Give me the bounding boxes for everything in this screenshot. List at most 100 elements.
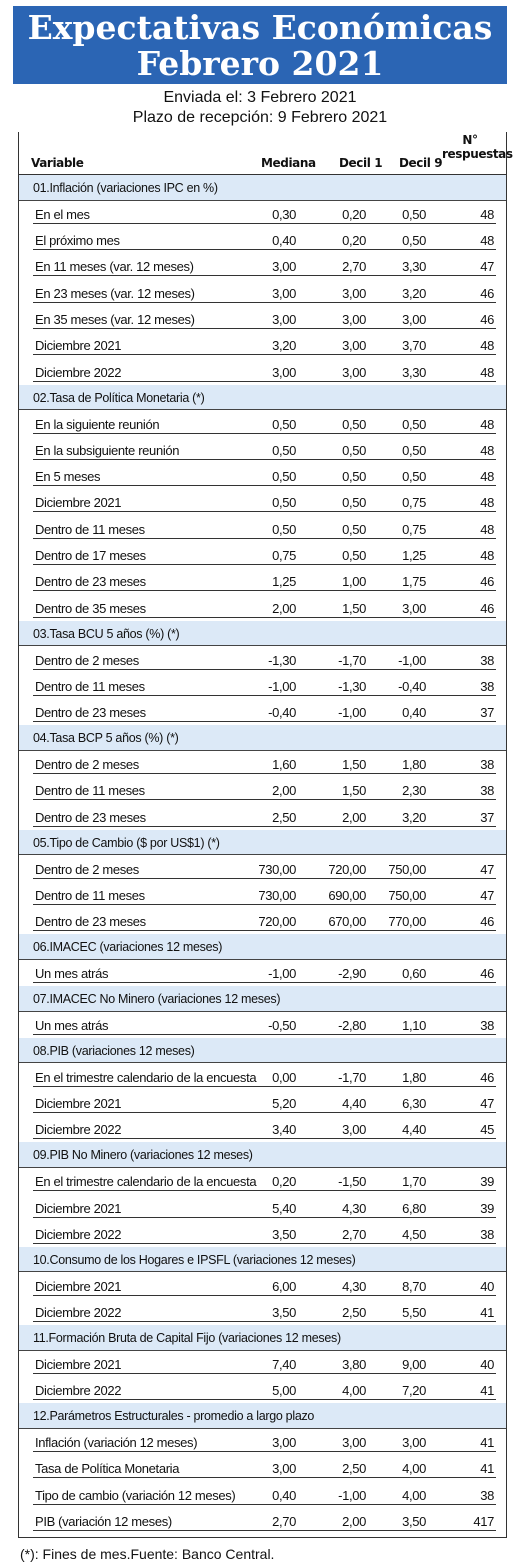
row-median: 0,50 <box>272 416 296 432</box>
row-label: Dentro de 17 meses <box>35 548 146 564</box>
row-responses: 38 <box>480 757 494 773</box>
row-label: Diciembre 2021 <box>35 1096 122 1112</box>
row-decil9: 2,30 <box>402 783 426 799</box>
row-median: 2,00 <box>272 600 296 616</box>
row-rule <box>33 903 496 905</box>
row-responses: 37 <box>480 809 494 825</box>
row-responses: 39 <box>480 1200 494 1216</box>
row-label: Diciembre 2021 <box>35 1278 122 1294</box>
row-median: -0,40 <box>268 705 296 721</box>
row-responses: 48 <box>480 338 494 354</box>
header-decil9: Decil 9 <box>399 156 443 170</box>
row-responses: 46 <box>480 600 494 616</box>
row-label: Inflación (variación 12 meses) <box>35 1435 198 1451</box>
row-rule <box>33 328 496 330</box>
row-rule <box>33 380 496 382</box>
row-rule <box>33 564 496 566</box>
row-decil1: 3,00 <box>342 285 366 301</box>
table-row: Dentro de 23 meses 720,00 670,00 770,00 46 <box>19 908 506 934</box>
row-responses: 47 <box>480 887 494 903</box>
row-rule <box>33 1085 496 1087</box>
row-median: 0,40 <box>272 1487 296 1503</box>
row-decil1: 3,00 <box>342 338 366 354</box>
table-row: En la subsiguiente reunión 0,50 0,50 0,50 48 <box>19 437 506 463</box>
row-decil1: 2,00 <box>342 1514 366 1529</box>
row-rule <box>33 721 496 723</box>
row-rule <box>33 590 496 592</box>
row-decil1: -2,80 <box>338 1017 366 1033</box>
row-label: Diciembre 2022 <box>35 1226 122 1242</box>
row-label: En el trimestre calendario de la encuest… <box>35 1174 257 1190</box>
row-median: 0,00 <box>272 1069 296 1085</box>
row-responses: 46 <box>480 574 494 590</box>
row-decil1: 1,50 <box>342 600 366 616</box>
row-responses: 48 <box>480 233 494 249</box>
row-rule <box>33 485 496 487</box>
row-decil1: 2,50 <box>342 1461 366 1477</box>
section-title: 03.Tasa BCU 5 años (%) (*) <box>19 620 506 647</box>
row-decil1: 0,50 <box>342 495 366 511</box>
table-row: Tasa de Política Monetaria 3,00 2,50 4,00 41 <box>19 1455 506 1481</box>
row-label: Dentro de 11 meses <box>35 783 145 799</box>
row-decil9: 0,50 <box>402 442 426 458</box>
table-row: Inflación (variación 12 meses) 3,00 3,00 3,… <box>19 1429 506 1455</box>
row-rule <box>33 1451 496 1453</box>
row-median: 0,30 <box>272 206 296 222</box>
row-rule <box>33 432 496 434</box>
row-rule <box>33 222 496 224</box>
row-decil1: -2,90 <box>338 965 366 981</box>
row-rule <box>33 1112 496 1114</box>
row-decil1: -1,70 <box>338 1069 366 1085</box>
row-median: 3,00 <box>272 1435 296 1451</box>
row-responses: 41 <box>480 1461 494 1477</box>
row-responses: 45 <box>480 1122 494 1138</box>
row-decil9: 8,70 <box>402 1278 426 1294</box>
table-row: Un mes atrás -1,00 -2,90 0,60 46 <box>19 960 506 986</box>
row-decil9: 3,00 <box>402 1435 426 1451</box>
row-decil9: 1,80 <box>402 1069 426 1085</box>
table-row: Diciembre 2021 5,40 4,30 6,80 39 <box>19 1194 506 1220</box>
expectations-table: Variable Mediana Decil 1 Decil 9 N° resp… <box>18 132 513 1538</box>
table-row: En el trimestre calendario de la encuest… <box>19 1168 506 1194</box>
row-decil1: 1,50 <box>342 757 366 773</box>
row-median: 3,40 <box>272 1122 296 1138</box>
survey-dates: Enviada el: 3 Febrero 2021 Plazo de rece… <box>0 88 520 128</box>
row-median: 0,40 <box>272 233 296 249</box>
row-responses: 48 <box>480 442 494 458</box>
row-median: 3,00 <box>272 259 296 275</box>
table-row: Diciembre 2022 3,00 3,00 3,30 48 <box>19 358 506 384</box>
row-responses: 46 <box>480 965 494 981</box>
row-label: Diciembre 2022 <box>35 364 122 380</box>
table-row: Diciembre 2021 3,20 3,00 3,70 48 <box>19 332 506 358</box>
row-label: PIB (variación 12 meses) <box>35 1514 172 1529</box>
row-decil1: 2,70 <box>342 259 366 275</box>
row-decil9: 3,20 <box>402 285 426 301</box>
row-responses: 46 <box>480 312 494 328</box>
row-decil1: 0,20 <box>342 206 366 222</box>
table-row: Tipo de cambio (variación 12 meses) 0,40 -… <box>19 1481 506 1507</box>
row-decil9: -1,00 <box>398 652 426 668</box>
row-rule <box>33 930 496 932</box>
row-median: 2,00 <box>272 783 296 799</box>
row-label: Dentro de 23 meses <box>35 914 146 930</box>
row-median: 6,00 <box>272 1278 296 1294</box>
row-decil9: 3,00 <box>402 600 426 616</box>
title-line-1: Expectativas Económicas <box>27 8 493 47</box>
row-median: 1,60 <box>272 757 296 773</box>
title-banner: Expectativas Económicas Febrero 2021 <box>13 6 507 84</box>
row-decil9: 770,00 <box>388 914 426 930</box>
sent-date: Enviada el: 3 Febrero 2021 <box>163 89 357 106</box>
row-decil9: 0,50 <box>402 233 426 249</box>
row-label: Un mes atrás <box>35 1017 109 1033</box>
row-label: Tasa de Política Monetaria <box>35 1461 180 1477</box>
row-median: 3,00 <box>272 285 296 301</box>
row-label: Dentro de 23 meses <box>35 574 146 590</box>
table-row: Diciembre 2021 0,50 0,50 0,75 48 <box>19 489 506 515</box>
section-title: 08.PIB (variaciones 12 meses) <box>19 1037 506 1064</box>
row-rule <box>33 877 496 879</box>
row-label: Dentro de 23 meses <box>35 705 146 721</box>
table-row: Dentro de 11 meses 0,50 0,50 0,75 48 <box>19 515 506 541</box>
row-responses: 48 <box>480 206 494 222</box>
section-title: 04.Tasa BCP 5 años (%) (*) <box>19 725 506 751</box>
row-rule <box>33 275 496 277</box>
